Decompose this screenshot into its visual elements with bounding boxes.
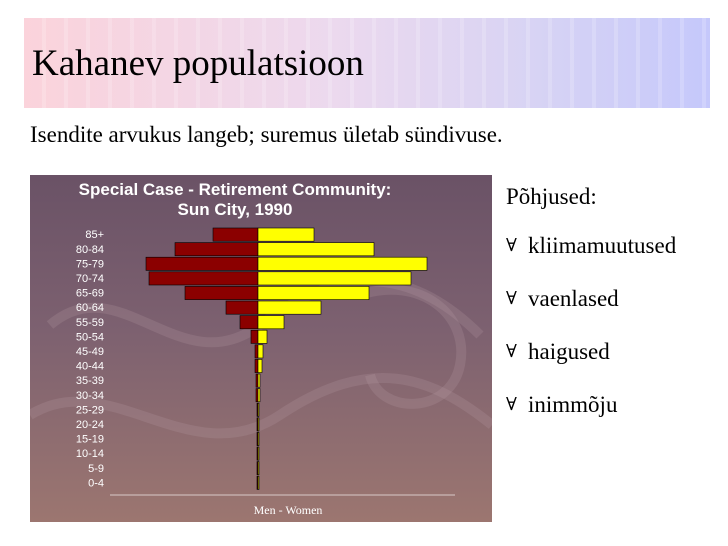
population-pyramid-chart: Special Case - Retirement Community: Sun…: [30, 175, 492, 522]
tick-label-40-44: 40-44: [76, 361, 104, 373]
bar-women-5-9: [257, 461, 260, 476]
bullet-icon: ∀: [506, 235, 517, 255]
reasons-list: ∀ kliimamuutused ∀ vaenlased ∀ haigused ∀ in…: [506, 232, 726, 418]
bar-men-50-54: [250, 329, 259, 344]
reason-item: ∀ inimmõju: [506, 391, 726, 418]
bar-men-85+: [212, 227, 259, 242]
bar-women-30-34: [257, 388, 261, 403]
tick-label-80-84: 80-84: [76, 244, 104, 256]
swirl-line: [358, 284, 467, 409]
bar-women-80-84: [257, 242, 375, 257]
bar-women-10-14: [257, 446, 260, 461]
tick-label-25-29: 25-29: [76, 404, 104, 416]
bar-women-75-79: [257, 256, 428, 271]
reason-label: kliimamuutused: [528, 233, 677, 258]
bullet-icon: ∀: [506, 288, 517, 308]
bar-women-45-49: [257, 344, 264, 359]
reasons-panel: Põhjused: ∀ kliimamuutused ∀ vaenlased ∀ ha…: [506, 180, 726, 418]
chart-subtitle: Sun City, 1990: [178, 200, 293, 219]
bar-women-65-69: [257, 286, 370, 300]
tick-label-50-54: 50-54: [76, 331, 104, 343]
bar-women-35-39: [257, 373, 261, 388]
bullet-icon: ∀: [506, 394, 517, 414]
bar-women-20-24: [257, 417, 260, 432]
bar-men-65-69: [184, 286, 259, 300]
bar-men-45-49: [254, 344, 259, 359]
slide-subtitle: Isendite arvukus langeb; suremus ületab …: [30, 122, 503, 147]
bar-women-85+: [257, 227, 315, 242]
bullet-icon: ∀: [506, 341, 517, 361]
bar-men-40-44: [254, 359, 259, 373]
bar-men-80-84: [174, 242, 259, 257]
bar-women-50-54: [257, 329, 268, 344]
pyramid-svg: Special Case - Retirement Community: Sun…: [30, 180, 492, 517]
tick-label-10-14: 10-14: [76, 448, 104, 460]
tick-label-55-59: 55-59: [76, 317, 104, 329]
tick-label-5-9: 5-9: [88, 463, 104, 475]
reason-label: inimmõju: [528, 392, 618, 417]
swirl-line: [30, 373, 492, 439]
reason-label: vaenlased: [528, 286, 619, 311]
tick-label-65-69: 65-69: [76, 288, 104, 300]
reason-item: ∀ kliimamuutused: [506, 232, 726, 259]
chart-title: Special Case - Retirement Community:: [79, 180, 392, 199]
tick-label-0-4: 0-4: [88, 477, 104, 489]
bar-women-25-29: [257, 402, 260, 417]
slide-title: Kahanev populatsioon: [32, 43, 364, 84]
x-axis-label: Men - Women: [254, 503, 323, 517]
bar-women-0-4: [257, 475, 260, 490]
tick-label-35-39: 35-39: [76, 375, 104, 387]
slide-title-bar: Kahanev populatsioon: [24, 18, 710, 108]
tick-label-60-64: 60-64: [76, 302, 104, 314]
tick-label-15-19: 15-19: [76, 434, 104, 446]
bar-women-40-44: [257, 359, 263, 373]
reason-item: ∀ vaenlased: [506, 285, 726, 312]
bar-men-70-74: [148, 271, 259, 286]
tick-label-20-24: 20-24: [76, 419, 104, 431]
reason-item: ∀ haigused: [506, 338, 726, 365]
bar-women-70-74: [257, 271, 412, 286]
bar-men-55-59: [239, 315, 259, 330]
tick-label-70-74: 70-74: [76, 273, 104, 285]
reason-label: haigused: [528, 339, 610, 364]
bar-group: [145, 227, 428, 490]
tick-label-30-34: 30-34: [76, 390, 104, 402]
bar-women-15-19: [257, 432, 260, 446]
tick-label-group: 85+ 80-84 75-79 70-74 65-69 60-64 55-59 50-54 45…: [76, 229, 104, 489]
tick-label-85+: 85+: [85, 229, 104, 241]
tick-label-75-79: 75-79: [76, 258, 104, 270]
bar-women-60-64: [257, 300, 322, 315]
tick-label-45-49: 45-49: [76, 346, 104, 358]
bar-men-60-64: [225, 300, 259, 315]
bar-men-75-79: [145, 256, 259, 271]
bar-women-55-59: [257, 315, 285, 330]
reasons-heading: Põhjused:: [506, 184, 597, 209]
title-bar-stripes: [24, 18, 710, 108]
